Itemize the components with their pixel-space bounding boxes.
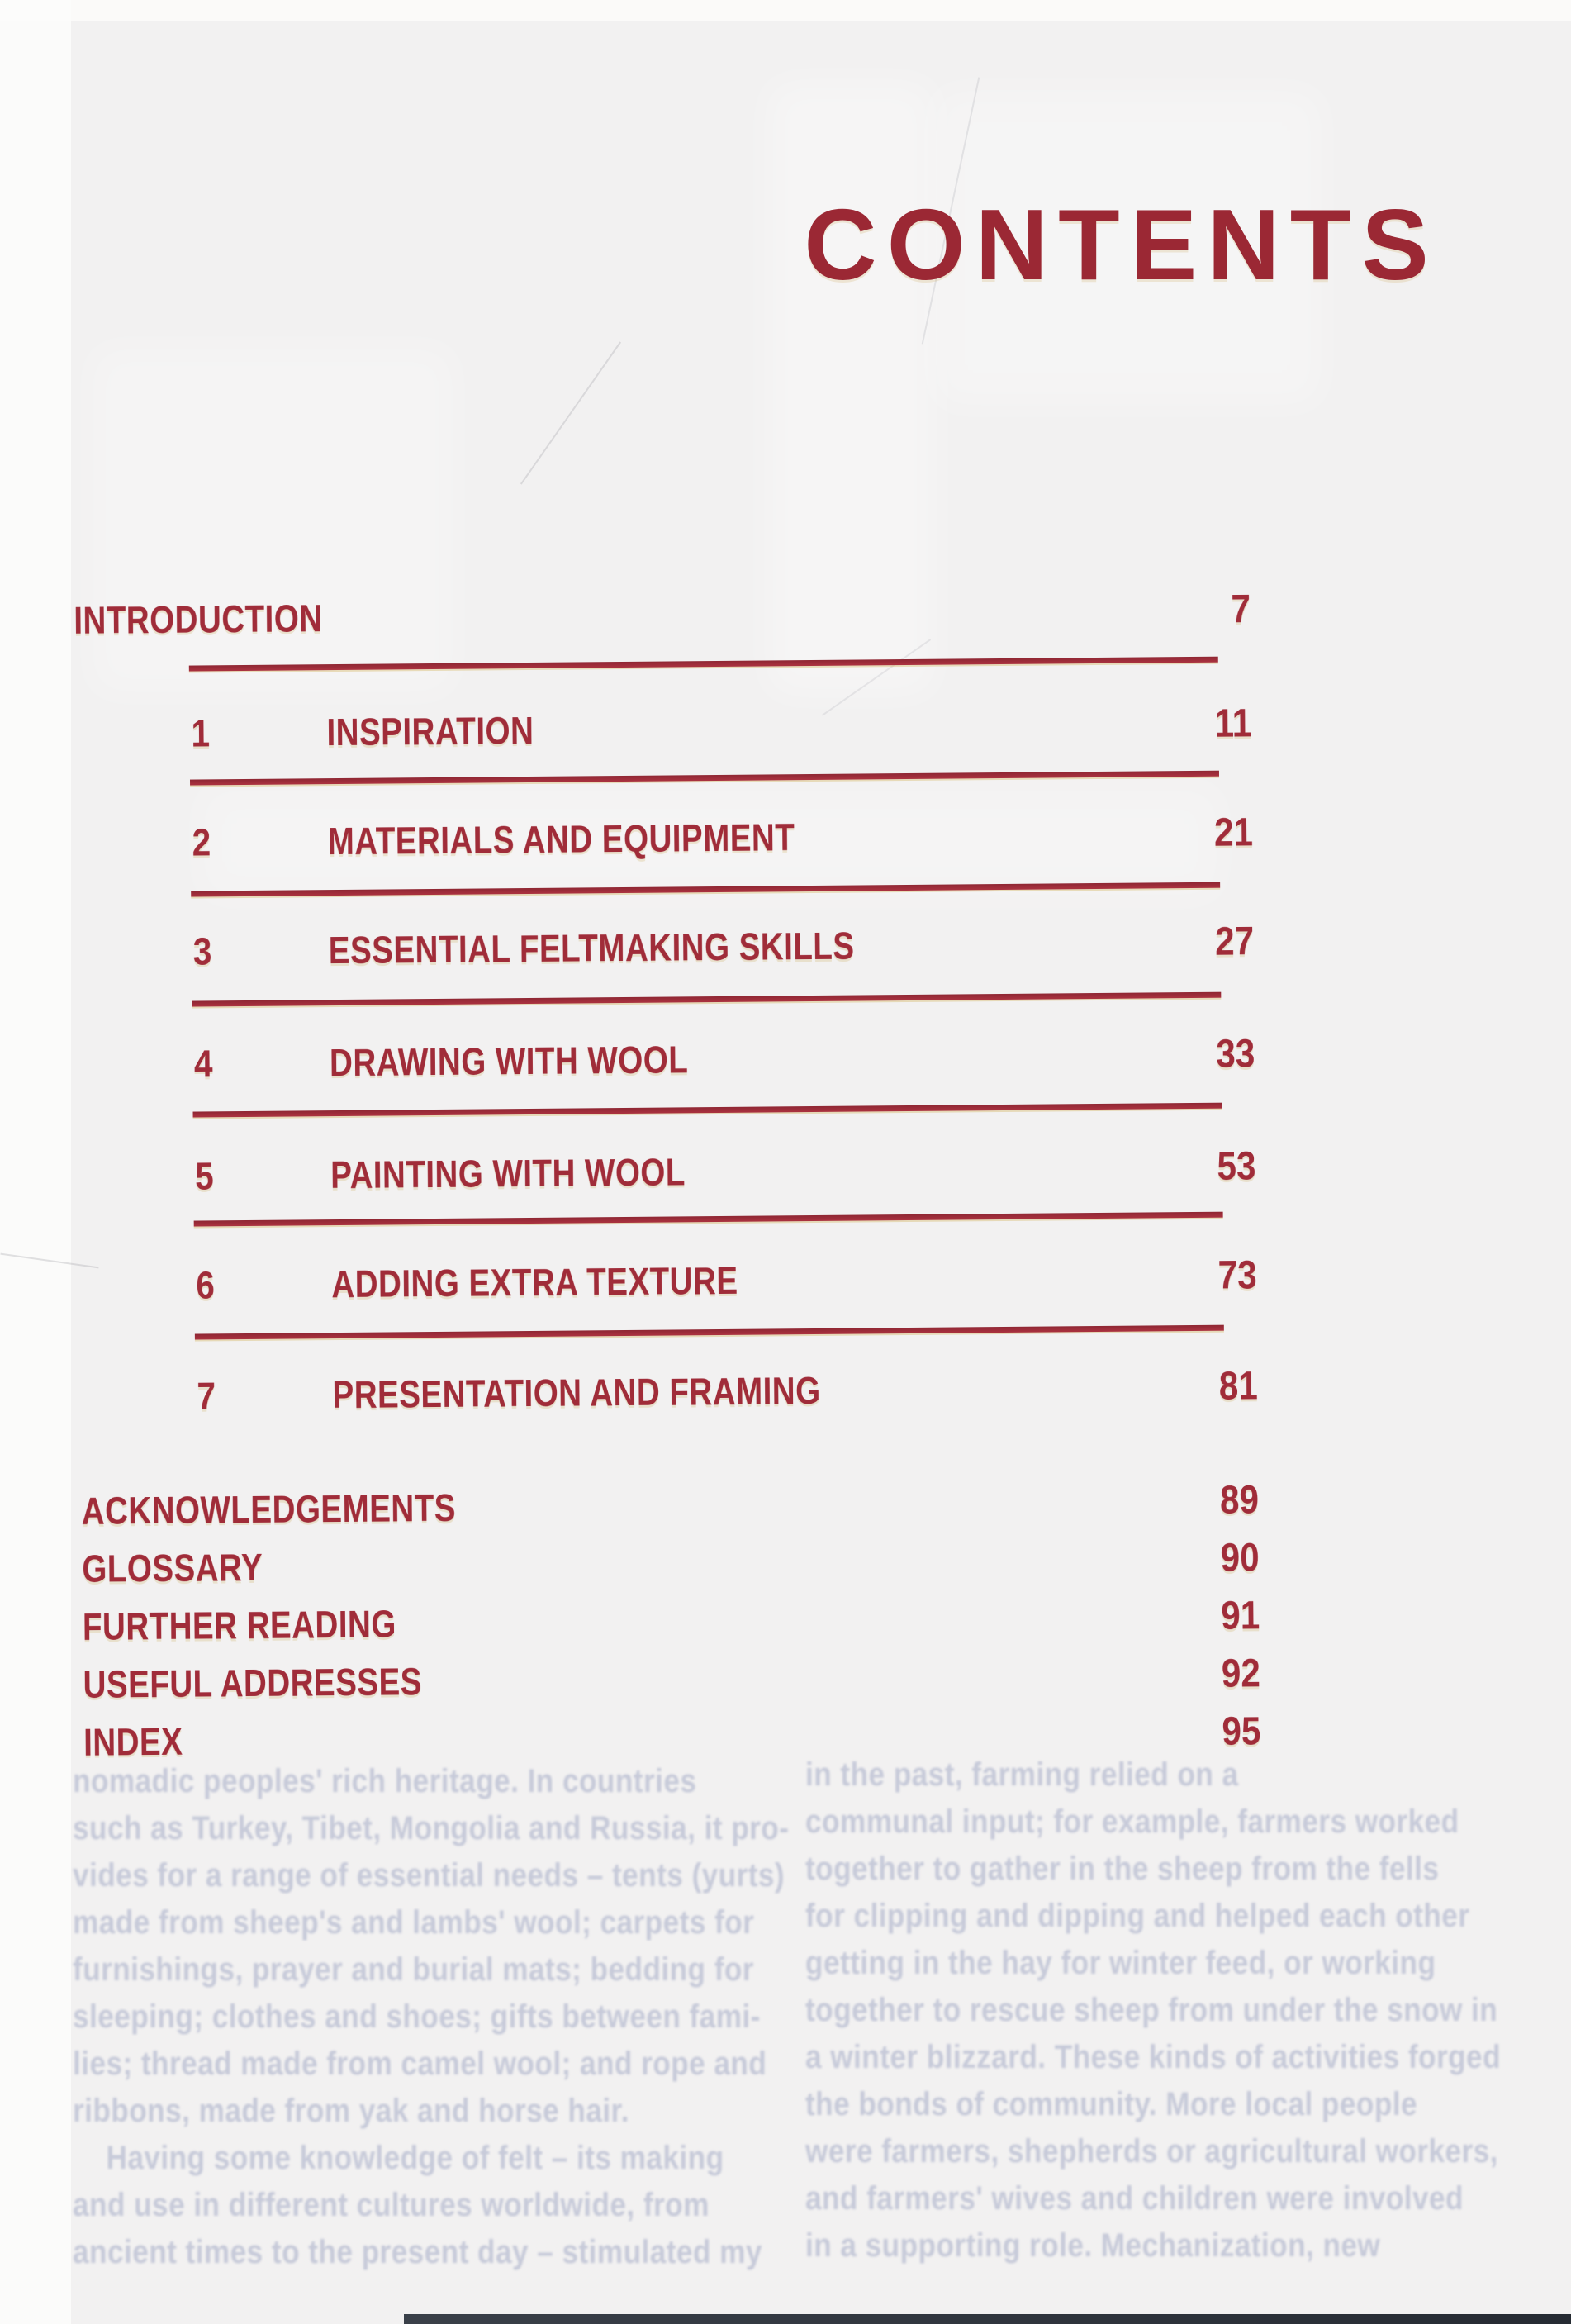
chapter-number: 5	[194, 1154, 214, 1198]
bleedthrough-text-left-column: nomadic peoples' rich heritage. In count…	[73, 1758, 790, 2276]
next-page-edge-strip	[404, 2314, 1571, 2324]
toc-entry-chapter-4: 4 DRAWING WITH WOOL 33	[0, 1030, 1570, 1087]
toc-entry-page-number: 11	[1214, 701, 1252, 746]
toc-entry-label: PRESENTATION AND FRAMING	[332, 1368, 821, 1417]
toc-entry-page-number: 33	[1215, 1032, 1255, 1076]
bleedthrough-line: a winter blizzard. These kinds of activi…	[805, 2039, 1502, 2075]
divider-rule	[188, 656, 1218, 672]
chapter-number: 7	[197, 1374, 216, 1418]
toc-entry-label: DRAWING WITH WOOL	[329, 1038, 689, 1085]
toc-entry-page-number: 53	[1216, 1144, 1256, 1189]
toc-entry-page-number: 21	[1213, 810, 1253, 855]
toc-entry-label: ESSENTIAL FELTMAKING SKILLS	[328, 924, 855, 972]
bleedthrough-line: in the past, farming relied on a	[805, 1756, 1239, 1793]
bleedthrough-line: and use in different cultures worldwide,…	[73, 2187, 710, 2223]
bleedthrough-line: Having some knowledge of felt – its maki…	[106, 2140, 724, 2176]
toc-entry-chapter-6: 6 ADDING EXTRA TEXTURE 73	[1, 1252, 1571, 1309]
toc-entry-page-number: 90	[1220, 1536, 1260, 1580]
toc-entry-introduction: INTRODUCTION 7	[0, 586, 1566, 643]
toc-entry-label: MATERIALS AND EQUIPMENT	[327, 815, 795, 863]
toc-entry-page-number: 81	[1218, 1364, 1258, 1409]
divider-rule	[193, 1211, 1223, 1227]
scan-light-band	[91, 347, 454, 694]
bleedthrough-line: the bonds of community. More local peopl…	[805, 2086, 1418, 2122]
toc-entry-label: INSPIRATION	[326, 708, 534, 754]
toc-entry-label: INTRODUCTION	[74, 596, 323, 642]
toc-entry-chapter-7: 7 PRESENTATION AND FRAMING 81	[2, 1362, 1571, 1419]
toc-entry-page-number: 27	[1214, 920, 1254, 964]
bleedthrough-line: for clipping and dipping and helped each…	[805, 1898, 1470, 1934]
scan-left-margin	[0, 0, 71, 2324]
toc-entry-chapter-5: 5 PAINTING WITH WOOL 53	[0, 1143, 1571, 1200]
bleedthrough-line: and farmers' wives and children were inv…	[805, 2180, 1464, 2217]
divider-rule	[192, 991, 1222, 1007]
toc-entry-label: ADDING EXTRA TEXTURE	[331, 1258, 738, 1306]
toc-entry-label: GLOSSARY	[82, 1545, 263, 1590]
bleedthrough-line: vides for a range of essential needs – t…	[73, 1857, 786, 1894]
toc-entry-glossary: GLOSSARY 90	[3, 1534, 1571, 1591]
toc-entry-label: FURTHER READING	[82, 1602, 396, 1648]
toc-entry-page-number: 91	[1220, 1594, 1260, 1638]
chapter-number: 4	[193, 1042, 213, 1086]
bleedthrough-line: nomadic peoples' rich heritage. In count…	[73, 1763, 697, 1799]
toc-entry-page-number: 89	[1219, 1478, 1259, 1523]
toc-entry-label: ACKNOWLEDGEMENTS	[81, 1485, 457, 1533]
toc-entry-label: PAINTING WITH WOOL	[330, 1150, 686, 1197]
scan-light-band	[198, 785, 1222, 901]
divider-rule	[191, 882, 1221, 897]
bleedthrough-line: ancient times to the present day – stimu…	[73, 2234, 762, 2270]
bleedthrough-line: ribbons, made from yak and horse hair.	[73, 2093, 629, 2129]
bleedthrough-line: together to gather in the sheep from the…	[805, 1851, 1440, 1887]
bleedthrough-line: sleeping; clothes and shoes; gifts betwe…	[73, 1998, 761, 2035]
divider-rule	[194, 1324, 1224, 1340]
page-title: CONTENTS	[804, 188, 1439, 301]
bleedthrough-line: together to rescue sheep from under the …	[805, 1992, 1498, 2028]
toc-entry-useful-addresses: USEFUL ADDRESSES 92	[4, 1650, 1571, 1707]
bleedthrough-line: communal input; for example, farmers wor…	[805, 1804, 1459, 1840]
bleedthrough-line: furnishings, prayer and burial mats; bed…	[73, 1951, 754, 1988]
bleedthrough-line: were farmers, shepherds or agricultural …	[805, 2133, 1498, 2170]
toc-entry-further-reading: FURTHER READING 91	[4, 1592, 1571, 1649]
bleedthrough-line: such as Turkey, Tibet, Mongolia and Russ…	[73, 1810, 790, 1846]
scan-light-band	[768, 83, 933, 694]
scan-light-band	[933, 91, 1322, 405]
toc-entry-chapter-2: 2 MATERIALS AND EQUIPMENT 21	[0, 809, 1569, 866]
bleedthrough-line: in a supporting role. Mechanization, new	[805, 2227, 1381, 2264]
bleedthrough-line: getting in the hay for winter feed, or w…	[805, 1945, 1436, 1981]
toc-entry-acknowledgements: ACKNOWLEDGEMENTS 89	[2, 1476, 1571, 1533]
chapter-number: 3	[192, 929, 212, 973]
bleedthrough-text-right-column: in the past, farming relied on a communa…	[805, 1751, 1549, 2269]
toc-entry-label: USEFUL ADDRESSES	[83, 1660, 423, 1706]
bleedthrough-line: made from sheep's and lambs' wool; carpe…	[73, 1904, 755, 1941]
toc-entry-page-number: 7	[1231, 587, 1251, 632]
bleedthrough-line: lies; thread made from camel wool; and r…	[73, 2046, 767, 2082]
chapter-number: 6	[196, 1263, 216, 1307]
toc-entry-chapter-1: 1 INSPIRATION 11	[0, 700, 1568, 757]
divider-rule	[192, 1102, 1222, 1118]
toc-entry-chapter-3: 3 ESSENTIAL FELTMAKING SKILLS 27	[0, 918, 1569, 975]
toc-entry-page-number: 95	[1221, 1709, 1261, 1754]
toc-entry-page-number: 92	[1221, 1652, 1260, 1696]
chapter-number: 1	[191, 711, 211, 755]
toc-entry-page-number: 73	[1217, 1253, 1257, 1298]
chapter-number: 2	[192, 820, 211, 864]
toc-entry-label: INDEX	[83, 1719, 183, 1764]
divider-rule	[189, 770, 1220, 786]
scan-top-margin	[0, 0, 1571, 21]
